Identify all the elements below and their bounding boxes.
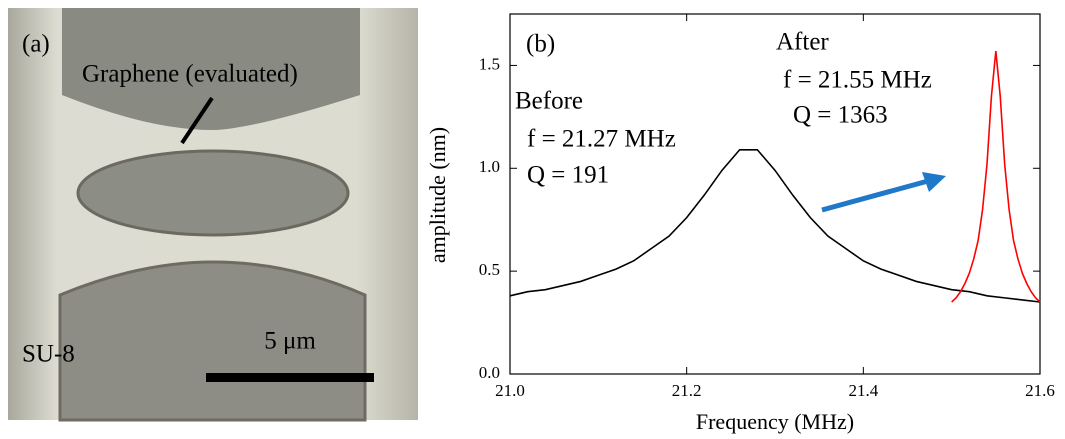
annotation: SU-8 xyxy=(22,341,75,368)
x-tick-label: 21.2 xyxy=(672,381,702,400)
annotation: f = 21.55 MHz xyxy=(783,67,932,94)
series-label: After xyxy=(776,29,829,56)
x-tick-label: 21.4 xyxy=(848,381,878,400)
series-label: Before xyxy=(515,88,583,115)
y-tick-label: 0.5 xyxy=(479,260,500,279)
series-line xyxy=(509,148,1041,303)
annotation: Graphene (evaluated) xyxy=(82,61,298,88)
scale-bar-label: 5 μm xyxy=(264,328,316,355)
membrane-bottom xyxy=(58,260,367,422)
membrane-top xyxy=(62,8,360,130)
y-tick-label: 1.0 xyxy=(479,157,500,176)
x-tick-label: 21.0 xyxy=(495,381,525,400)
plot: (b) Before f = 21.27 MHz Q = 191 After f… xyxy=(425,13,1055,434)
annotation: Q = 191 xyxy=(527,162,609,189)
scale-bar xyxy=(206,373,374,382)
x-axis-label: Frequency (MHz) xyxy=(696,409,854,434)
y-tick-label: 1.5 xyxy=(479,54,500,73)
arrow-head xyxy=(922,172,946,192)
panel-label: (a) xyxy=(22,31,50,58)
y-axis-label: amplitude (nm) xyxy=(425,127,450,263)
micrograph: (a) Graphene (evaluated) SU-8 5 μm xyxy=(8,8,418,422)
series-line xyxy=(951,50,1041,303)
y-tick-label: 0.0 xyxy=(479,363,500,382)
x-tick-label: 21.6 xyxy=(1025,381,1055,400)
annotation: Q = 1363 xyxy=(793,102,888,129)
membrane-evaluated xyxy=(76,149,350,237)
plot-frame xyxy=(509,13,1041,375)
annotation: f = 21.27 MHz xyxy=(527,126,676,153)
pointer-line xyxy=(180,96,214,145)
panel-label: (b) xyxy=(526,31,555,58)
arrow-shaft xyxy=(821,178,929,213)
